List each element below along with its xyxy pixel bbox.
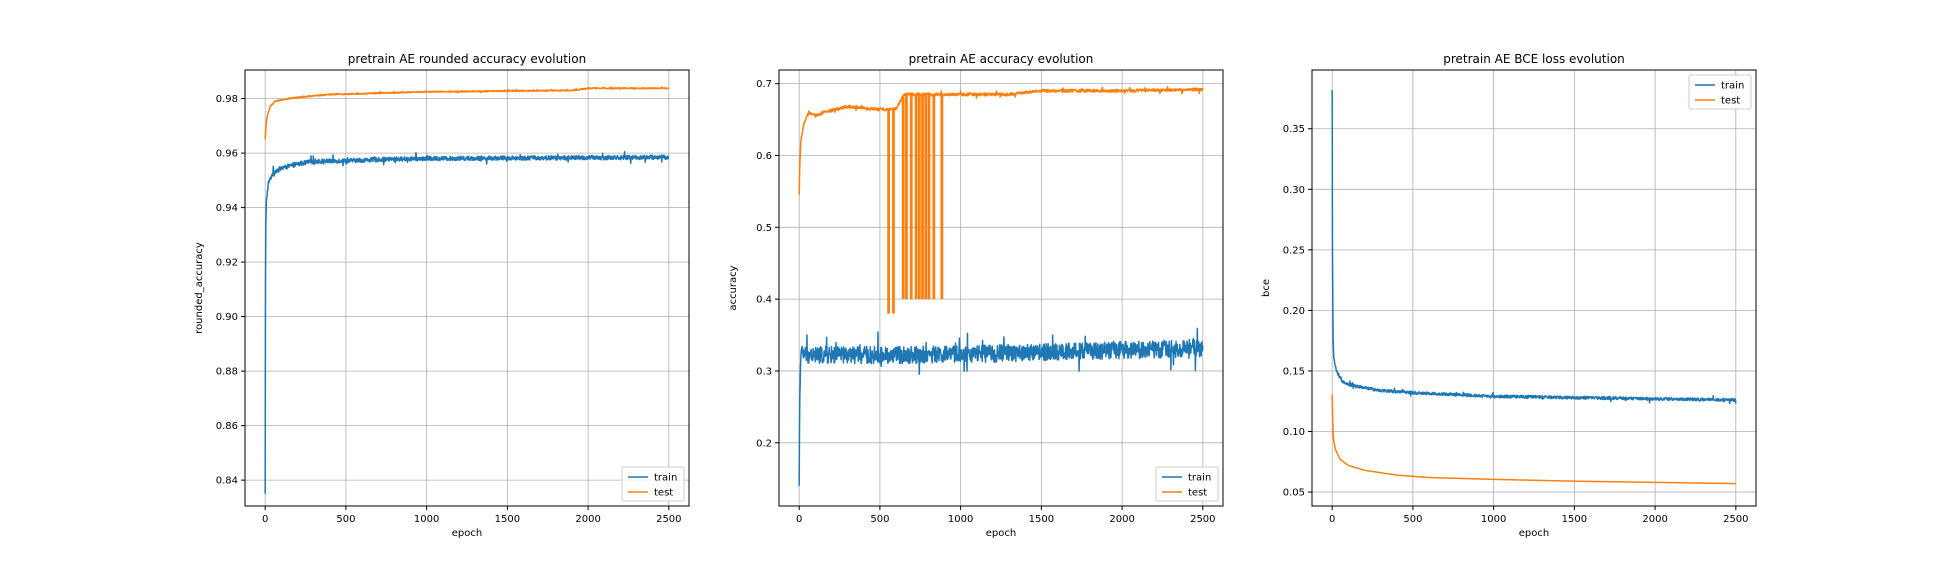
y-tick-label: 0.5 [756,223,772,234]
x-axis-label: epoch [1519,528,1549,539]
x-axis-label: epoch [986,528,1016,539]
y-axis-label: rounded_accuracy [194,242,205,334]
y-tick-label: 0.86 [216,421,238,432]
x-tick-label: 2000 [575,514,600,525]
grid [1312,70,1756,506]
chart-rounded-accuracy: 0 500 1000 1500 2000 2500 0.84 0.86 0.88 0.90 0.92… [194,52,690,539]
y-tick-label: 0.98 [216,94,238,105]
series-line-test [1331,395,1737,485]
y-tick-label: 0.2 [756,438,772,449]
y-tick-label: 0.3 [756,366,772,377]
x-tick-label: 0 [796,514,802,525]
legend-label-train: train [1721,81,1744,92]
legend: train test [621,466,685,502]
plot-frame [1311,69,1757,507]
y-tick-label: 0.6 [756,151,772,162]
x-tick-label: 1000 [414,514,439,525]
x-tick-label: 1500 [1029,514,1054,525]
x-tick-label: 1500 [1562,514,1587,525]
x-tick-label: 1000 [948,514,973,525]
legend: train test [1155,466,1219,502]
x-tick-label: 2000 [1109,514,1134,525]
series-line-train [1331,89,1737,405]
x-tick-label: 2500 [656,514,681,525]
y-tick-label: 0.05 [1283,488,1305,499]
y-axis-label: bce [1261,279,1272,297]
series-line-test [264,86,670,140]
series-line-test [798,86,1204,195]
y-tick-label: 0.35 [1283,124,1305,135]
chart-title: pretrain AE rounded accuracy evolution [348,52,586,66]
x-tick-label: 500 [1403,514,1422,525]
y-tick-label: 0.15 [1283,366,1305,377]
grid [779,70,1223,506]
legend-label-test: test [1188,488,1207,499]
y-tick-label: 0.25 [1283,245,1305,256]
x-tick-label: 500 [336,514,355,525]
y-tick-label: 0.84 [216,476,238,487]
y-tick-label: 0.88 [216,367,238,378]
plot-frame [778,69,1224,507]
y-tick-label: 0.20 [1283,306,1305,317]
legend-label-test: test [1721,96,1740,107]
y-axis-label: accuracy [728,265,739,310]
plot-frame [244,69,690,507]
y-tick-label: 0.94 [216,203,238,214]
y-tick-label: 0.96 [216,149,238,160]
legend: train test [1688,74,1752,110]
x-tick-label: 1000 [1481,514,1506,525]
y-tick-label: 0.10 [1283,427,1305,438]
legend-label-test: test [654,488,673,499]
x-tick-label: 1500 [495,514,520,525]
x-tick-label: 0 [1329,514,1335,525]
series-line-train [798,327,1204,486]
x-tick-label: 2500 [1723,514,1748,525]
y-tick-label: 0.90 [216,312,238,323]
y-tick-label: 0.4 [756,295,772,306]
chart-bce-loss: 0 500 1000 1500 2000 2500 0.05 0.10 0.15 0.20 0.25… [1261,52,1757,539]
chart-accuracy: 0 500 1000 1500 2000 2500 0.2 0.3 0.4 0.5 0.6 0.7 pr… [728,52,1224,539]
x-axis-label: epoch [452,528,482,539]
x-tick-label: 2000 [1642,514,1667,525]
chart-title: pretrain AE BCE loss evolution [1443,52,1625,66]
grid [245,70,689,506]
x-tick-label: 0 [262,514,268,525]
x-tick-label: 2500 [1190,514,1215,525]
series-line-train [264,150,670,494]
legend-label-train: train [654,473,677,484]
x-tick-label: 500 [870,514,889,525]
y-tick-label: 0.7 [756,79,772,90]
legend-label-train: train [1188,473,1211,484]
chart-title: pretrain AE accuracy evolution [909,52,1094,66]
y-tick-label: 0.92 [216,258,238,269]
y-tick-label: 0.30 [1283,185,1305,196]
